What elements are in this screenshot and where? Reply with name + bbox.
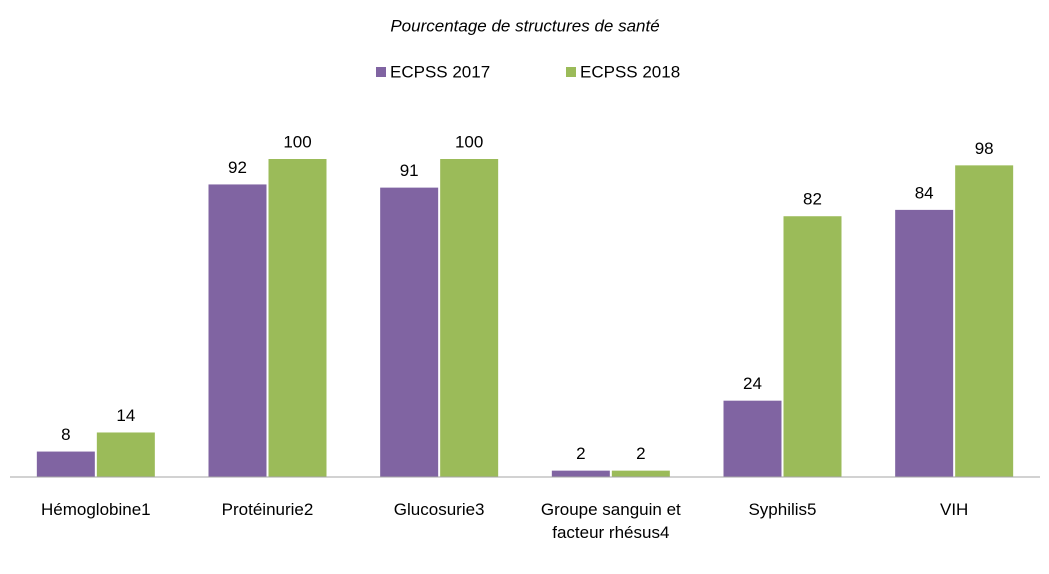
x-tick-label: Hémoglobine1	[41, 500, 151, 519]
bar	[380, 187, 439, 477]
value-label: 84	[915, 183, 934, 202]
x-tick-label: VIH	[939, 500, 969, 519]
bar	[783, 216, 842, 478]
value-label: 2	[576, 444, 585, 463]
legend-label: ECPSS 2018	[580, 62, 680, 81]
value-label: 100	[283, 132, 311, 151]
bar	[895, 209, 954, 477]
value-label: 100	[455, 132, 483, 151]
value-label: 2	[636, 444, 645, 463]
value-label: 92	[228, 158, 247, 177]
value-label: 98	[975, 139, 994, 158]
legend-swatch	[376, 67, 386, 77]
x-tick-label: Glucosurie3	[393, 500, 485, 519]
legend-label: ECPSS 2017	[390, 62, 490, 81]
value-label: 82	[803, 190, 822, 209]
x-tick-label: Protéinurie2	[221, 500, 314, 519]
value-label: 8	[61, 425, 70, 444]
bar	[723, 400, 782, 477]
value-label: 91	[400, 161, 419, 180]
bar	[440, 159, 499, 477]
bar	[268, 159, 327, 477]
bar	[955, 165, 1014, 478]
bar	[208, 184, 267, 477]
x-tick-label: Groupe sanguin et facteur rhésus4	[540, 500, 681, 542]
bar	[551, 470, 610, 477]
legend-swatch	[566, 67, 576, 77]
bar	[36, 451, 95, 477]
value-label: 14	[116, 406, 135, 425]
bar	[611, 470, 670, 477]
value-label: 24	[743, 374, 762, 393]
chart-title: Pourcentage de structures de santé	[390, 16, 659, 35]
x-tick-label: Syphilis5	[748, 500, 817, 519]
bar	[96, 432, 155, 477]
